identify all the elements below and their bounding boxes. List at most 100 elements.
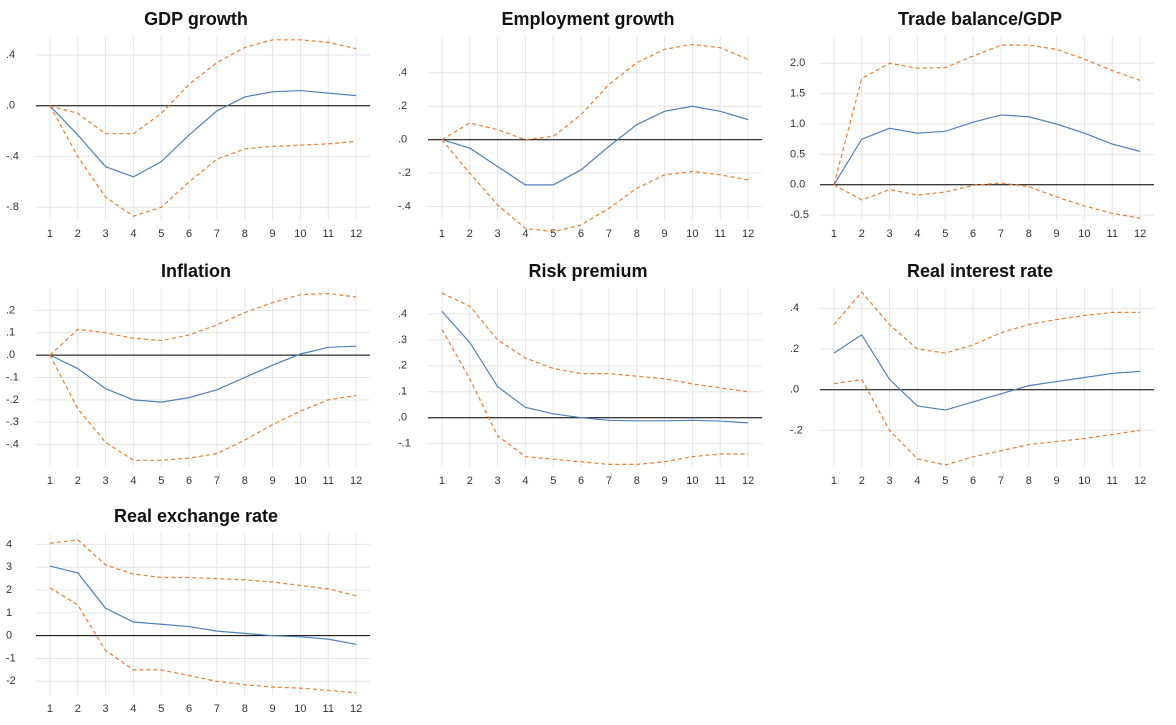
y-tick-label: 0	[6, 630, 12, 642]
x-tick-label: 3	[103, 475, 109, 487]
series-line	[441, 43, 749, 141]
x-tick-label: 6	[970, 475, 976, 487]
x-tick-label: 7	[998, 475, 1004, 487]
x-tick-label: 5	[550, 475, 556, 487]
series-line	[441, 329, 749, 466]
x-tick-label: 10	[294, 228, 306, 240]
x-tick-label: 12	[742, 475, 754, 487]
chart-title: Risk premium	[528, 261, 647, 281]
series-line	[49, 89, 357, 178]
x-tick-label: 4	[522, 475, 528, 487]
x-tick-label: 7	[214, 703, 220, 715]
x-tick-label: 6	[578, 228, 584, 240]
x-tick-label: 4	[130, 475, 136, 487]
x-tick-label: 10	[294, 703, 306, 715]
series-line	[833, 44, 1141, 185]
x-tick-label: 2	[467, 475, 473, 487]
series-line	[49, 345, 357, 403]
y-tick-label: -.8	[6, 201, 19, 213]
series-line	[441, 105, 749, 186]
series-line	[833, 182, 1141, 219]
y-tick-label: .2	[398, 360, 407, 372]
x-tick-label: 1	[47, 475, 53, 487]
x-tick-label: 8	[634, 475, 640, 487]
x-tick-label: 11	[1107, 228, 1118, 240]
x-tick-label: 2	[859, 475, 865, 487]
x-tick-label: 9	[270, 228, 276, 240]
y-tick-label: .4	[790, 302, 799, 314]
x-tick-label: 6	[970, 228, 976, 240]
y-tick-label: -.2	[6, 394, 19, 406]
x-tick-label: 2	[859, 228, 865, 240]
x-tick-label: 12	[742, 228, 754, 240]
y-tick-label: .0	[398, 134, 407, 146]
x-tick-label: 11	[1107, 475, 1118, 487]
y-tick-label: 2	[6, 584, 12, 596]
chart-panel: GDP growth.4.0-.4-.81 2 3 4 5 6 7 8 9 10 11 12	[6, 9, 370, 240]
y-tick-label: .0	[6, 100, 15, 112]
y-tick-label: -.1	[398, 438, 411, 450]
chart-title: Inflation	[161, 261, 231, 281]
y-tick-label: -2	[6, 675, 16, 687]
y-tick-label: .0	[398, 412, 407, 424]
x-tick-label: 4	[914, 228, 920, 240]
series-line	[49, 565, 357, 645]
x-tick-label: 9	[1054, 475, 1060, 487]
x-tick-label: 2	[75, 228, 81, 240]
chart-panel: Inflation.2.1.0-.1-.2-.3-.41 2 3 4 5 6 7 8 9 10 11…	[6, 261, 370, 487]
x-tick-label: 3	[495, 475, 501, 487]
chart-title: Real exchange rate	[114, 506, 278, 526]
x-tick-label: 11	[323, 228, 334, 240]
chart-title: Real interest rate	[907, 261, 1053, 281]
x-tick-label: 12	[350, 703, 362, 715]
x-tick-label: 3	[495, 228, 501, 240]
x-tick-label: 9	[1054, 228, 1060, 240]
x-tick-label: 3	[887, 228, 893, 240]
x-tick-label: 9	[270, 475, 276, 487]
y-tick-label: 1.5	[790, 88, 805, 100]
y-tick-label: 2.0	[790, 57, 805, 69]
x-tick-label: 5	[550, 228, 556, 240]
x-tick-label: 5	[158, 475, 164, 487]
y-tick-label: .0	[6, 349, 15, 361]
y-tick-label: -1	[6, 652, 16, 664]
y-tick-label: .0	[790, 384, 799, 396]
x-tick-label: 6	[186, 228, 192, 240]
x-tick-label: 2	[75, 475, 81, 487]
y-tick-label: -.4	[398, 201, 411, 213]
y-tick-label: -.4	[6, 150, 19, 162]
x-tick-label: 1	[831, 475, 837, 487]
x-tick-label: 10	[1078, 228, 1090, 240]
x-tick-label: 5	[942, 475, 948, 487]
series-line	[49, 539, 357, 597]
x-tick-label: 12	[350, 228, 362, 240]
y-tick-label: 1	[6, 607, 12, 619]
series-line	[441, 292, 749, 393]
x-tick-label: 11	[323, 475, 334, 487]
x-tick-label: 8	[242, 228, 248, 240]
x-tick-label: 10	[686, 475, 698, 487]
x-tick-label: 7	[214, 475, 220, 487]
x-tick-label: 3	[887, 475, 893, 487]
x-tick-label: 11	[715, 228, 726, 240]
x-tick-label: 8	[1026, 475, 1032, 487]
series-line	[833, 291, 1141, 354]
y-tick-label: -.2	[398, 167, 411, 179]
y-tick-label: 1.0	[790, 118, 805, 130]
x-tick-label: 4	[130, 703, 136, 715]
x-tick-label: 7	[998, 228, 1004, 240]
x-tick-label: 5	[158, 703, 164, 715]
x-tick-label: 8	[634, 228, 640, 240]
chart-title: GDP growth	[144, 9, 248, 29]
x-tick-label: 1	[47, 228, 53, 240]
y-tick-label: .4	[6, 49, 15, 61]
chart-title: Employment growth	[501, 9, 674, 29]
series-line	[49, 105, 357, 217]
x-tick-label: 8	[242, 475, 248, 487]
x-tick-label: 1	[47, 703, 53, 715]
x-tick-label: 9	[662, 228, 668, 240]
x-tick-label: 6	[578, 475, 584, 487]
x-tick-label: 7	[214, 228, 220, 240]
